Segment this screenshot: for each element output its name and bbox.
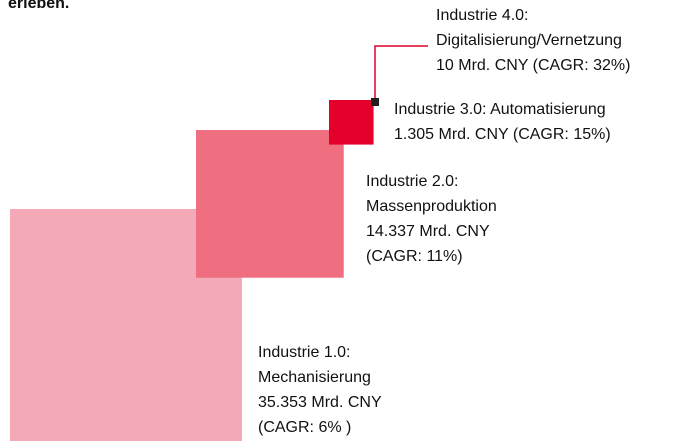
label-value-line: 10 Mrd. CNY (CAGR: 32%)	[436, 57, 630, 74]
label-name: Digitalisierung/Vernetzung	[436, 32, 622, 49]
label-name: Industrie 2.0:	[366, 173, 459, 190]
cagr-label: (CAGR: 11%)	[366, 248, 463, 265]
value-label: 1.305 Mrd. CNY	[394, 126, 509, 143]
square	[329, 100, 374, 145]
label-value-line: 1.305 Mrd. CNY (CAGR: 15%)	[394, 126, 611, 143]
label-name: Industrie 3.0: Automatisierung	[394, 101, 606, 118]
label-name: Industrie 1.0:	[258, 344, 351, 361]
label-name: Massenproduktion	[366, 198, 497, 215]
connector-line	[374, 45, 428, 102]
cagr-label: (CAGR: 15%)	[513, 126, 611, 143]
label-name: Mechanisierung	[258, 369, 371, 386]
cagr-label: (CAGR: 32%)	[533, 57, 631, 74]
value-label: 14.337 Mrd. CNY	[366, 223, 490, 240]
cagr-label: (CAGR: 6% )	[258, 419, 351, 436]
chart-title: erleben.	[8, 0, 69, 12]
square	[371, 98, 379, 106]
value-label: 10 Mrd. CNY	[436, 57, 529, 74]
label-name: Industrie 4.0:	[436, 7, 529, 24]
square	[196, 130, 344, 278]
value-label: 35.353 Mrd. CNY	[258, 394, 382, 411]
